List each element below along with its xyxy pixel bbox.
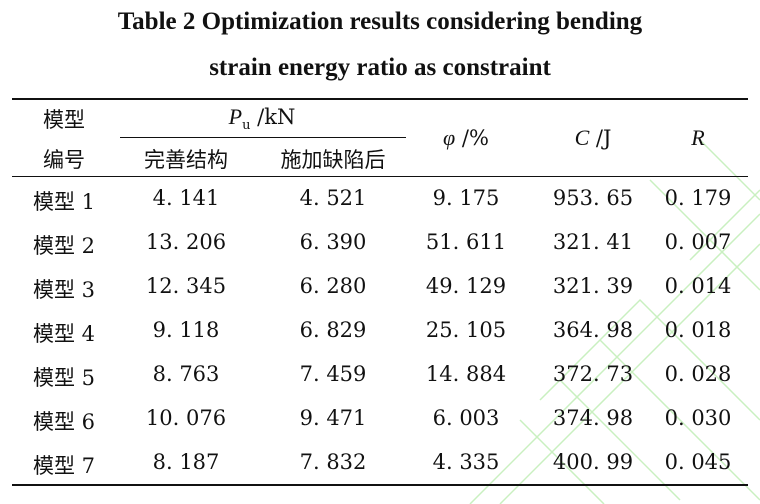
cell-model: 模型 1	[32, 190, 96, 214]
cell-defect: 6. 390	[299, 230, 367, 254]
header-c: C /J	[575, 125, 612, 151]
cell-phi: 14. 884	[425, 362, 507, 386]
cell-c: 953. 65	[552, 186, 634, 210]
cell-c: 364. 98	[552, 318, 634, 342]
header-defect: 施加缺陷后	[280, 148, 386, 172]
header-perfect: 完善结构	[144, 148, 228, 172]
cell-r: 0. 018	[664, 318, 732, 342]
cell-model: 模型 4	[32, 322, 96, 346]
cell-perfect: 13. 206	[145, 230, 227, 254]
cell-c: 372. 73	[552, 362, 634, 386]
c-unit: /J	[589, 126, 612, 150]
header-model-line-1: 模型	[43, 108, 85, 132]
cell-r: 0. 045	[664, 450, 732, 474]
cell-defect: 6. 280	[299, 274, 367, 298]
cell-phi: 25. 105	[425, 318, 507, 342]
cell-model: 模型 2	[32, 234, 96, 258]
header-model-line-2: 编号	[43, 148, 85, 172]
cell-r: 0. 028	[664, 362, 732, 386]
phi-symbol: φ	[443, 125, 456, 150]
cell-c: 321. 39	[552, 274, 634, 298]
cell-model: 模型 3	[32, 278, 96, 302]
cell-perfect: 12. 345	[145, 274, 227, 298]
table-title-line-1: Table 2 Optimization results considering…	[117, 8, 643, 35]
cell-model: 模型 5	[32, 366, 96, 390]
cell-c: 321. 41	[552, 230, 634, 254]
pu-symbol: P	[228, 104, 243, 129]
cell-model: 模型 7	[32, 454, 96, 478]
cell-model: 模型 6	[32, 410, 96, 434]
table-title-line-2: strain energy ratio as constraint	[209, 54, 551, 81]
cell-c: 400. 99	[552, 450, 634, 474]
header-rule	[12, 176, 748, 177]
cell-perfect: 8. 763	[152, 362, 220, 386]
cell-phi: 4. 335	[432, 450, 500, 474]
r-symbol: R	[691, 125, 705, 150]
cell-phi: 49. 129	[425, 274, 507, 298]
pu-unit: /kN	[250, 105, 296, 129]
cell-r: 0. 030	[664, 406, 732, 430]
top-rule	[12, 98, 748, 100]
pu-subscript: u	[242, 118, 251, 134]
header-phi: φ /%	[443, 125, 489, 151]
bottom-rule	[12, 484, 748, 486]
cell-phi: 9. 175	[432, 186, 500, 210]
header-r: R	[691, 125, 704, 151]
cell-defect: 7. 832	[299, 450, 367, 474]
cell-perfect: 4. 141	[152, 186, 220, 210]
cell-r: 0. 179	[664, 186, 732, 210]
cell-defect: 4. 521	[299, 186, 367, 210]
cell-phi: 6. 003	[432, 406, 500, 430]
cell-perfect: 9. 118	[152, 318, 220, 342]
cell-r: 0. 007	[664, 230, 732, 254]
cell-perfect: 10. 076	[145, 406, 227, 430]
pu-group-rule	[120, 137, 406, 138]
phi-unit: /%	[455, 126, 489, 150]
cell-perfect: 8. 187	[152, 450, 220, 474]
cell-defect: 7. 459	[299, 362, 367, 386]
cell-c: 374. 98	[552, 406, 634, 430]
c-symbol: C	[574, 125, 590, 150]
header-pu: Pu /kN	[229, 104, 296, 133]
cell-defect: 9. 471	[299, 406, 367, 430]
cell-defect: 6. 829	[299, 318, 367, 342]
cell-phi: 51. 611	[425, 230, 507, 254]
cell-r: 0. 014	[664, 274, 732, 298]
